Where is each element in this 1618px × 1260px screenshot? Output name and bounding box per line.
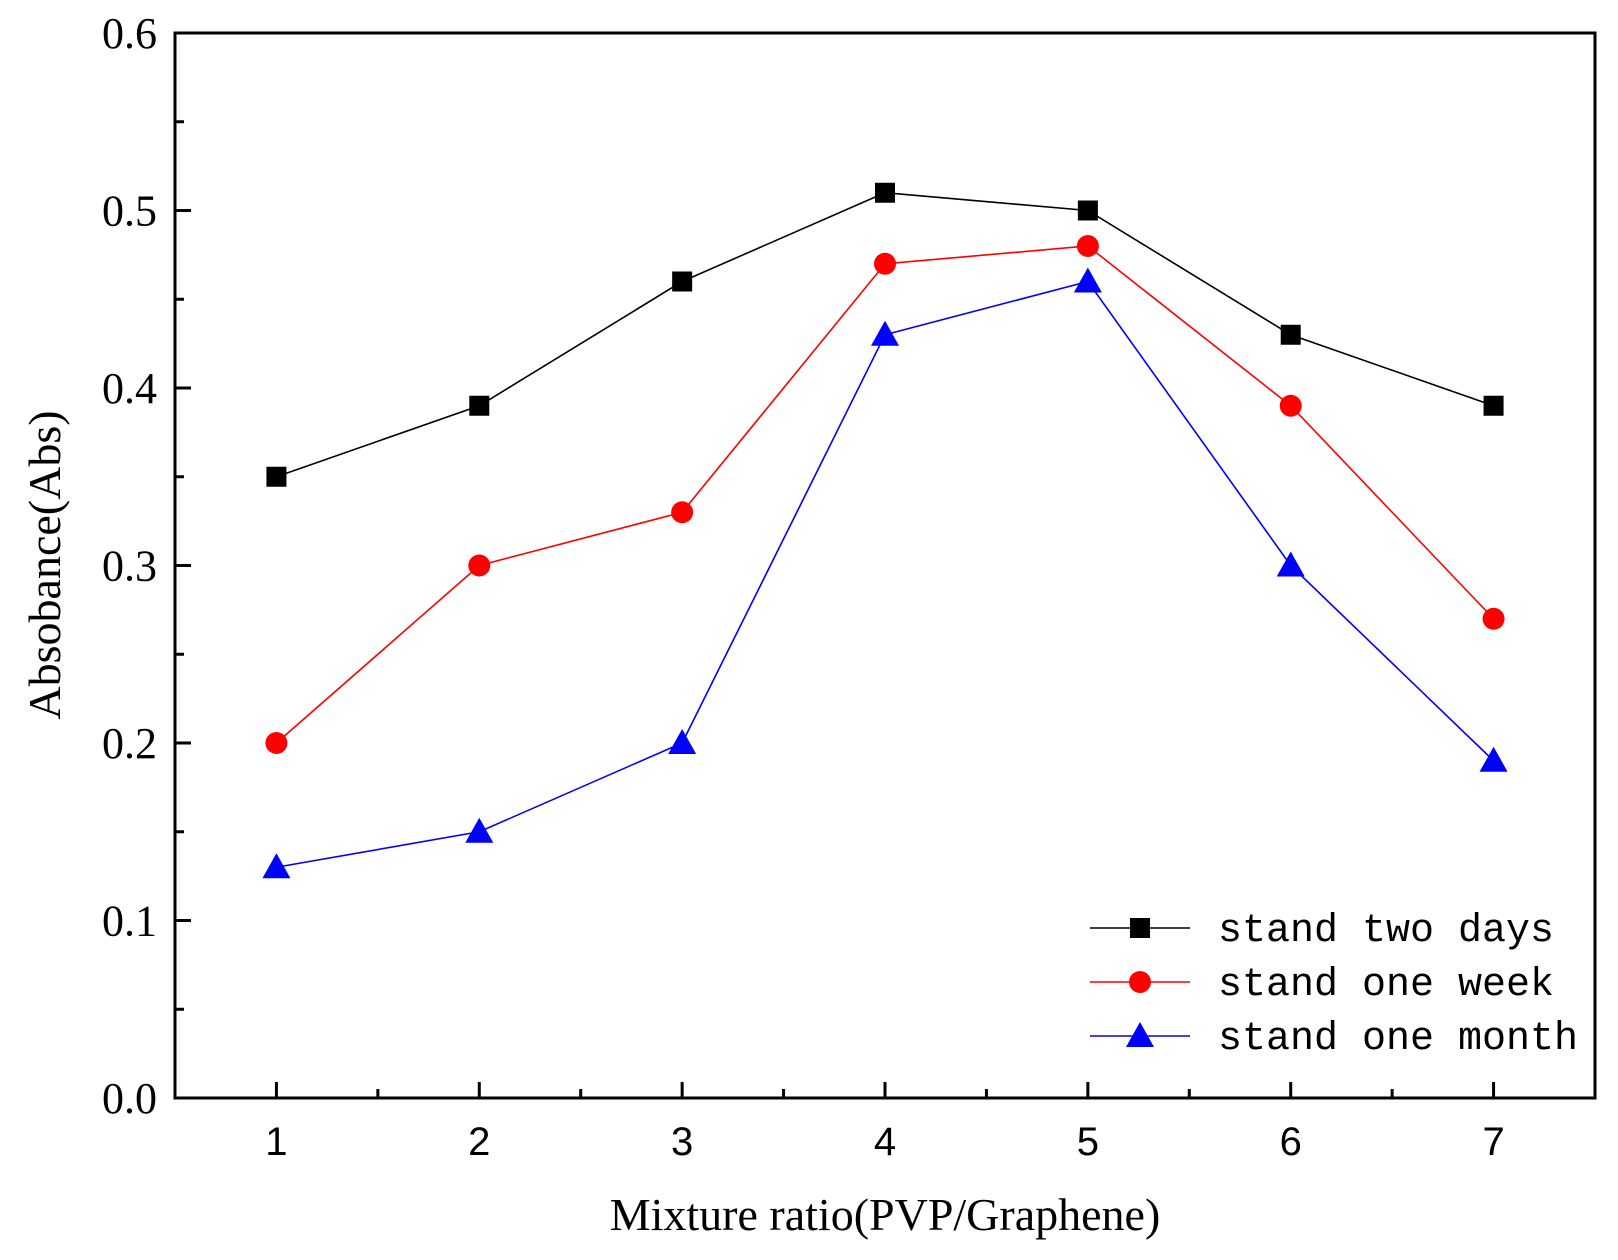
data-point — [1279, 394, 1302, 417]
x-tick-label: 4 — [874, 1120, 896, 1164]
legend-label: stand two days — [1218, 909, 1554, 954]
legend: stand two days stand one week stand one mo… — [1090, 909, 1578, 1062]
data-point — [1482, 607, 1505, 630]
series-line — [276, 280, 1495, 869]
legend-item: stand one month — [1090, 1017, 1578, 1062]
y-axis: 0.0 0.1 0.2 0.3 0.4 0.5 0.6 — [102, 9, 191, 1123]
y-axis-title: Absobance(Abs) — [19, 410, 70, 719]
data-point — [871, 320, 899, 346]
legend-item: stand two days — [1090, 909, 1554, 954]
x-tick-label: 2 — [468, 1120, 490, 1164]
data-point — [1073, 267, 1102, 293]
series-line — [275, 245, 1495, 744]
data-point — [262, 853, 291, 879]
data-point — [266, 466, 287, 487]
series-stand-one-week — [265, 235, 1505, 754]
data-point — [1280, 324, 1301, 345]
data-point — [465, 817, 494, 843]
x-tick-label: 1 — [265, 1120, 287, 1164]
legend-label: stand one week — [1218, 963, 1554, 1008]
data-point — [1276, 551, 1305, 577]
data-point — [469, 395, 490, 416]
series-stand-one-month — [262, 267, 1508, 879]
x-tick-label: 6 — [1280, 1120, 1302, 1164]
data-point — [265, 732, 288, 754]
y-tick-label: 0.5 — [102, 187, 157, 236]
data-point — [468, 554, 491, 577]
series-stand-two-days — [266, 182, 1504, 487]
x-tick-label: 5 — [1077, 1120, 1099, 1164]
series-layer — [262, 182, 1508, 879]
data-point — [1076, 235, 1099, 257]
data-point — [1483, 395, 1504, 416]
y-tick-label: 0.0 — [102, 1074, 157, 1123]
y-tick-label: 0.3 — [102, 542, 157, 591]
x-tick-label: 7 — [1482, 1120, 1504, 1164]
data-point — [875, 182, 895, 203]
legend-marker — [1129, 971, 1151, 993]
data-point — [1077, 200, 1098, 221]
data-point — [668, 729, 697, 754]
data-point — [1479, 746, 1508, 772]
legend-label: stand one month — [1218, 1017, 1578, 1062]
legend-marker — [1130, 918, 1150, 938]
data-point — [672, 271, 693, 292]
data-point — [874, 252, 896, 275]
legend-marker — [1126, 1022, 1154, 1047]
x-tick-label: 3 — [671, 1120, 693, 1164]
y-tick-label: 0.4 — [102, 364, 157, 413]
y-tick-label: 0.2 — [102, 719, 157, 768]
y-tick-label: 0.1 — [102, 897, 157, 946]
x-axis: 1 2 3 4 5 6 7 — [265, 1082, 1505, 1164]
data-point — [671, 501, 694, 524]
y-tick-label: 0.6 — [102, 9, 157, 58]
x-axis-title: Mixture ratio(PVP/Graphene) — [610, 1189, 1161, 1240]
legend-item: stand one week — [1090, 963, 1554, 1008]
